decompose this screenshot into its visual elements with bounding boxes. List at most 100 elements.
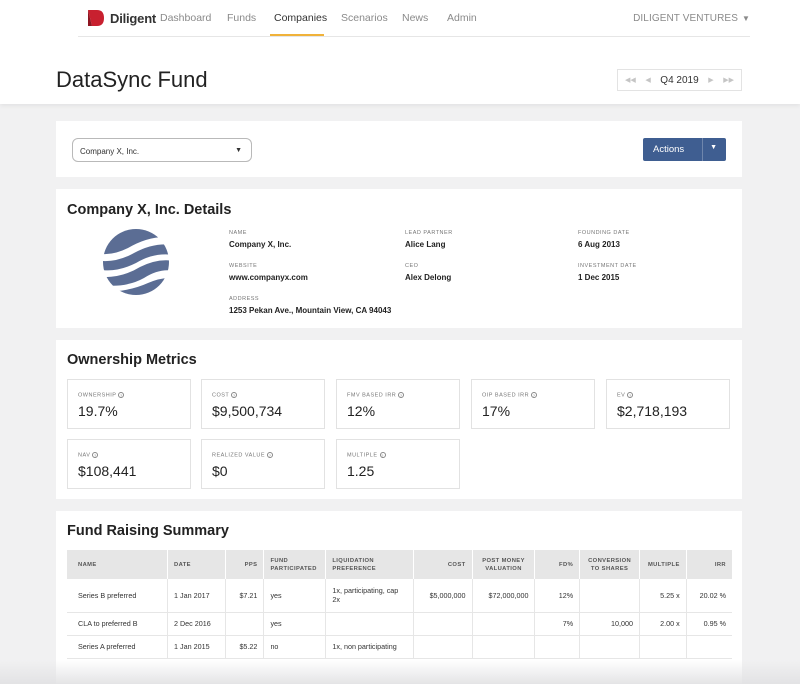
nav-item-admin[interactable]: Admin	[447, 12, 477, 24]
table-cell: 2 Dec 2016	[167, 612, 226, 636]
metric-realized-value: REALIZED VALUE? $0	[201, 439, 325, 489]
nav-item-news[interactable]: News	[402, 12, 429, 24]
column-header[interactable]: MULTIPLE	[639, 550, 687, 579]
table-cell: no	[263, 635, 326, 659]
table-row[interactable]: Series B preferred 1 Jan 2017 $7.21 yes …	[67, 579, 732, 613]
nav-item-companies[interactable]: Companies	[274, 12, 328, 24]
table-cell: $5.22	[224, 635, 264, 659]
table-cell: 2.00 x	[639, 612, 687, 636]
toolbar-card: Company X, Inc. ▼ Actions ▼	[56, 121, 742, 177]
active-tab-indicator	[270, 34, 324, 36]
table-cell: yes	[263, 612, 326, 636]
metric-multiple: MULTIPLE? 1.25	[336, 439, 460, 489]
nav-item-dashboard[interactable]: Dashboard	[160, 12, 212, 24]
detail-lead-partner: LEAD PARTNER Alice Lang	[405, 230, 453, 249]
table-cell: CLA to preferred B	[67, 612, 168, 636]
table-cell: $5,000,000	[412, 579, 473, 613]
table-cell	[412, 612, 473, 636]
metric-ev: EV? $2,718,193	[606, 379, 730, 429]
table-cell: $7.21	[224, 579, 264, 613]
company-details-title: Company X, Inc. Details	[67, 202, 232, 218]
actions-label: Actions	[653, 144, 685, 155]
info-icon[interactable]: ?	[118, 392, 125, 398]
actions-divider	[702, 138, 703, 161]
last-period-icon[interactable]: ▶▶	[723, 77, 734, 84]
metric-oip-irr: OIP BASED IRR? 17%	[471, 379, 595, 429]
detail-investment-date: INVESTMENT DATE 1 Dec 2015	[578, 263, 637, 282]
top-nav: Diligent Dashboard Funds Companies Scena…	[78, 0, 750, 37]
table-cell: 1 Jan 2015	[167, 635, 226, 659]
period-selector: ◀◀ ◀ Q4 2019 ▶ ▶▶	[617, 69, 742, 91]
column-header[interactable]: DATE	[167, 550, 226, 579]
column-header[interactable]: FUND PARTICIPATED	[263, 550, 326, 579]
table-header-row: NAME DATE PPS FUND PARTICIPATED LIQUIDAT…	[67, 550, 732, 579]
column-header[interactable]: COST	[412, 550, 473, 579]
first-period-icon[interactable]: ◀◀	[625, 77, 636, 84]
table-cell: 20.02 %	[685, 579, 732, 613]
column-header[interactable]: IRR	[685, 550, 732, 579]
column-header[interactable]: LIQUIDATION PREFERENCE	[325, 550, 414, 579]
company-select-value: Company X, Inc.	[80, 147, 140, 156]
caret-down-icon: ▼	[741, 14, 750, 23]
table-cell: 10,000	[579, 612, 640, 636]
info-icon[interactable]: ?	[92, 452, 99, 458]
table-cell: 5.25 x	[639, 579, 687, 613]
brand-logo[interactable]: Diligent	[86, 8, 156, 28]
table-cell	[412, 635, 473, 659]
column-header[interactable]: NAME	[67, 550, 168, 579]
table-cell: 0.95 %	[685, 612, 732, 636]
info-icon[interactable]: ?	[379, 452, 386, 458]
nav-item-funds[interactable]: Funds	[227, 12, 257, 24]
bottom-fade	[0, 660, 800, 684]
period-value: Q4 2019	[660, 74, 699, 86]
fund-raising-card: Fund Raising Summary NAME DATE PPS FUND …	[56, 511, 742, 684]
ownership-metrics-card: Ownership Metrics OWNERSHIP? 19.7% COST?…	[56, 340, 742, 499]
table-cell	[471, 635, 535, 659]
org-label: DILIGENT VENTURES	[633, 13, 738, 24]
org-switcher[interactable]: DILIGENT VENTURES ▼	[633, 13, 750, 24]
table-cell	[639, 635, 687, 659]
header: Diligent Dashboard Funds Companies Scena…	[0, 0, 800, 104]
table-cell: Series A preferred	[67, 635, 168, 659]
table-cell: yes	[263, 579, 326, 613]
info-icon[interactable]: ?	[267, 452, 274, 458]
caret-down-icon[interactable]: ▼	[710, 144, 717, 151]
metric-ownership: OWNERSHIP? 19.7%	[67, 379, 191, 429]
detail-website: WEBSITE www.companyx.com	[229, 263, 308, 282]
table-cell: Series B preferred	[67, 579, 168, 613]
fund-raising-table: NAME DATE PPS FUND PARTICIPATED LIQUIDAT…	[67, 550, 732, 659]
column-header[interactable]: PPS	[224, 550, 264, 579]
fund-raising-title: Fund Raising Summary	[67, 523, 229, 539]
metric-fmv-irr: FMV BASED IRR? 12%	[336, 379, 460, 429]
website-link[interactable]: www.companyx.com	[229, 273, 308, 282]
column-header[interactable]: CONVERSION TO SHARES	[579, 550, 640, 579]
table-cell	[534, 635, 580, 659]
company-details-card: Company X, Inc. Details NAME Company X, …	[56, 189, 742, 328]
detail-address: ADDRESS 1253 Pekan Ave., Mountain View, …	[229, 296, 392, 315]
column-header[interactable]: FD%	[534, 550, 580, 579]
table-row[interactable]: CLA to preferred B 2 Dec 2016 yes 7% 10,…	[67, 612, 732, 636]
company-select[interactable]: Company X, Inc. ▼	[72, 138, 252, 162]
table-cell: 1x, non participating	[325, 635, 414, 659]
table-cell	[325, 612, 414, 636]
actions-button[interactable]: Actions ▼	[643, 138, 726, 161]
column-header[interactable]: POST MONEY VALUATION	[471, 550, 535, 579]
table-cell: $72,000,000	[471, 579, 535, 613]
table-cell	[685, 635, 732, 659]
info-icon[interactable]: ?	[231, 392, 238, 398]
detail-name: NAME Company X, Inc.	[229, 230, 292, 249]
detail-ceo: CEO Alex Delong	[405, 263, 452, 282]
brand-name: Diligent	[110, 10, 157, 26]
info-icon[interactable]: ?	[531, 392, 538, 398]
nav-item-scenarios[interactable]: Scenarios	[341, 12, 388, 24]
table-row[interactable]: Series A preferred 1 Jan 2015 $5.22 no 1…	[67, 635, 732, 659]
table-cell: 12%	[534, 579, 580, 613]
previous-period-icon[interactable]: ◀	[645, 77, 651, 84]
metric-cost: COST? $9,500,734	[201, 379, 325, 429]
info-icon[interactable]: ?	[398, 392, 405, 398]
table-cell: 7%	[534, 612, 580, 636]
info-icon[interactable]: ?	[627, 392, 634, 398]
next-period-icon[interactable]: ▶	[708, 77, 714, 84]
ownership-metrics-title: Ownership Metrics	[67, 352, 197, 368]
table-cell	[579, 579, 640, 613]
